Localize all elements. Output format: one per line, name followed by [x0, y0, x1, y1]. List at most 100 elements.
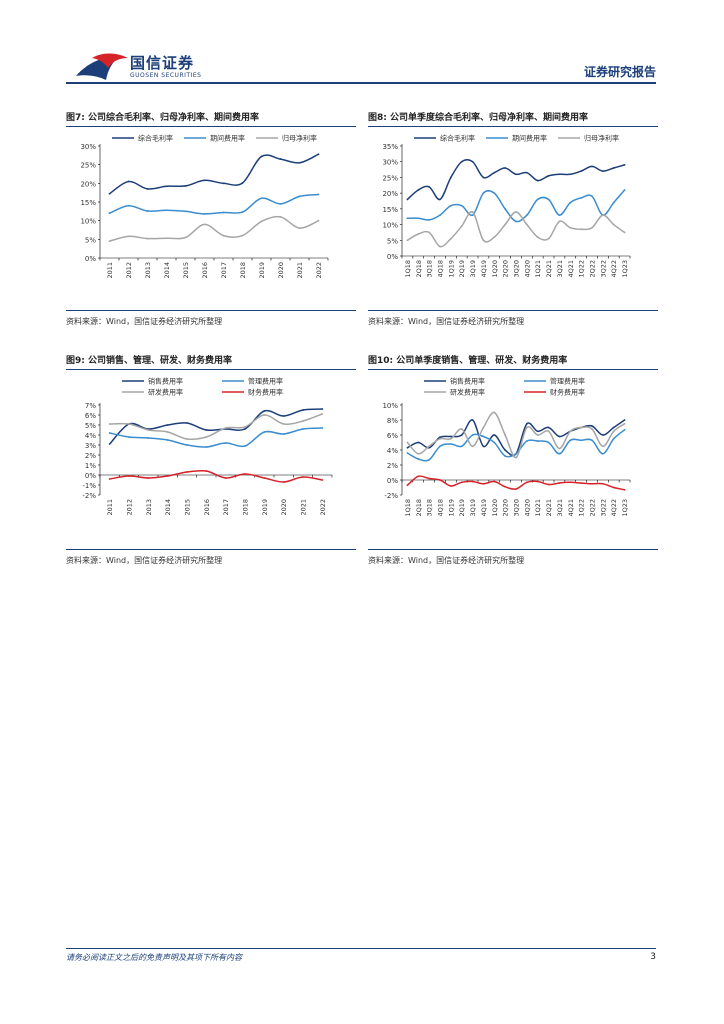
data-point	[547, 174, 550, 177]
chart-10: -2% 0% 2% 4% 6% 8% 10% 1Q18 2Q18 3Q18 4Q18 1Q19 2Q19…	[382, 377, 631, 517]
data-point	[460, 434, 463, 436]
data-point	[493, 192, 496, 195]
x-tick-label: 2012	[125, 262, 133, 279]
data-point	[108, 443, 111, 445]
y-tick-label: 5%	[85, 422, 96, 430]
data-point	[147, 477, 150, 479]
legend-label: 销售费用率	[450, 377, 485, 386]
data-point	[449, 435, 452, 438]
data-point	[471, 419, 474, 421]
legend-label: 管理费用率	[248, 377, 283, 386]
data-point	[205, 429, 208, 431]
data-point	[525, 171, 528, 174]
x-tick-label: 1Q18	[404, 260, 412, 278]
y-tick-label: -2%	[82, 492, 96, 500]
data-point	[146, 188, 149, 190]
y-tick-label: 0%	[85, 472, 96, 480]
data-point	[428, 231, 431, 234]
data-point	[612, 426, 615, 429]
figure-source-divider	[368, 549, 658, 550]
data-point	[263, 431, 266, 433]
data-point	[536, 179, 539, 182]
figure-title-divider	[66, 369, 356, 370]
y-tick-label: 6%	[387, 432, 398, 440]
data-point	[298, 227, 301, 230]
figure-source-divider	[66, 549, 356, 550]
data-point	[525, 223, 528, 226]
y-tick-label: 0%	[85, 255, 96, 263]
data-point	[279, 202, 282, 205]
data-point	[317, 219, 320, 222]
data-point	[558, 447, 561, 450]
data-point	[623, 428, 626, 431]
data-point	[147, 437, 150, 439]
data-point	[591, 425, 593, 427]
data-point	[471, 160, 474, 163]
data-point	[439, 437, 441, 440]
data-point	[406, 446, 409, 449]
data-point	[439, 214, 441, 217]
data-point	[439, 479, 441, 481]
data-point	[536, 434, 539, 436]
data-point	[536, 480, 539, 483]
data-point	[321, 427, 324, 429]
data-point	[406, 239, 409, 242]
data-point	[482, 426, 485, 429]
data-point	[471, 480, 474, 483]
y-tick-label: 10%	[382, 222, 398, 230]
y-tick-label: 10%	[80, 218, 96, 226]
data-point	[147, 429, 150, 431]
data-point	[108, 478, 111, 480]
data-point	[439, 436, 441, 439]
data-point	[108, 423, 111, 425]
x-tick-label: 1Q20	[491, 260, 499, 278]
data-point	[482, 445, 485, 448]
legend-label: 综合毛利率	[440, 134, 475, 143]
legend-label: 销售费用率	[148, 377, 183, 386]
x-tick-label: 2Q18	[415, 260, 423, 278]
data-point	[536, 198, 539, 201]
data-point	[504, 167, 507, 169]
data-point	[493, 441, 496, 444]
data-point	[128, 423, 130, 425]
figure-9: 图9: 公司销售、管理、研发、财务费用率 -2% -1% 0% 1% 2% 3% 4% 5% 6…	[66, 353, 356, 573]
x-tick-label: 2020	[277, 262, 285, 279]
data-point	[547, 441, 550, 444]
data-point	[127, 204, 130, 207]
data-point	[260, 155, 263, 158]
data-point	[460, 481, 463, 484]
legend-label: 研发费用率	[450, 388, 485, 397]
x-tick-label: 2Q19	[458, 260, 466, 278]
data-point	[417, 458, 420, 460]
x-tick-label: 1Q23	[621, 499, 629, 517]
footer-disclaimer: 请务必阅读正文之后的免责声明及其项下所有内容	[66, 953, 242, 962]
data-point	[321, 479, 324, 481]
data-point	[244, 473, 246, 475]
series-line	[109, 193, 319, 215]
data-point	[449, 204, 452, 207]
data-point	[525, 440, 528, 442]
x-tick-label: 2015	[182, 262, 190, 279]
data-point	[203, 179, 206, 182]
x-tick-label: 2011	[106, 262, 114, 279]
x-tick-label: 2Q21	[545, 260, 553, 278]
data-point	[623, 231, 626, 234]
data-point	[406, 484, 409, 487]
y-tick-label: 0%	[387, 477, 398, 485]
data-point	[108, 192, 111, 195]
x-tick-label: 4Q20	[523, 260, 531, 278]
data-point	[601, 445, 604, 448]
figure-title: 图7: 公司综合毛利率、归母净利率、期间费用率	[66, 113, 259, 123]
data-point	[580, 196, 583, 199]
data-point	[166, 475, 169, 477]
x-tick-label: 2021	[300, 499, 308, 516]
data-point	[222, 234, 225, 237]
data-point	[482, 435, 485, 438]
figure-8: 图8: 公司单季度综合毛利率、归母净利率、期间费用率 0% 5% 10% 15% 20%…	[368, 110, 658, 335]
data-point	[580, 426, 583, 429]
data-point	[623, 422, 626, 425]
data-point	[515, 488, 517, 490]
data-point	[558, 173, 561, 176]
data-point	[428, 445, 431, 448]
data-point	[222, 182, 225, 185]
